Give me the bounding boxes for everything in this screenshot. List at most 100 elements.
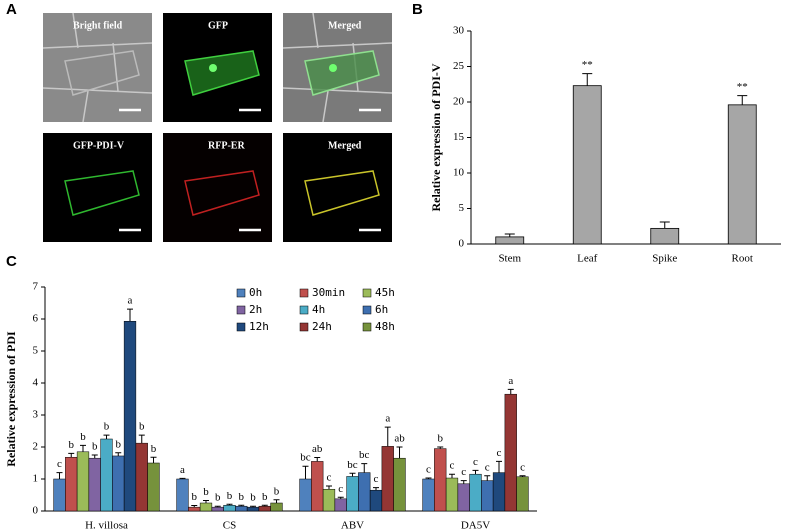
bar <box>235 505 248 512</box>
error-bar <box>519 475 526 477</box>
cell-walls <box>42 12 153 123</box>
legend-label: 0h <box>249 286 262 299</box>
bar <box>346 476 359 512</box>
significance-label: b <box>191 491 197 503</box>
significance-label: b <box>250 492 256 504</box>
x-tick-label: Stem <box>498 253 521 265</box>
x-tick-label: Leaf <box>577 253 597 265</box>
y-tick-label: 6 <box>33 313 39 325</box>
error-bar <box>373 487 380 491</box>
error-bar <box>425 477 432 479</box>
error-bar <box>472 469 479 475</box>
image-caption: Bright field <box>73 20 123 31</box>
legend-label: 4h <box>312 303 325 316</box>
legend-swatch <box>299 322 309 332</box>
error-bar <box>91 454 98 459</box>
error-bar <box>261 504 268 507</box>
legend-label: 30min <box>312 286 345 299</box>
image-caption: Merged <box>328 20 362 31</box>
x-tick-label: Root <box>732 253 753 265</box>
legend-swatch <box>236 305 246 315</box>
significance-label: c <box>450 460 455 472</box>
bar <box>381 446 394 512</box>
error-bar <box>79 444 86 452</box>
bar <box>211 506 224 512</box>
legend-swatch <box>299 305 309 315</box>
bar <box>112 455 125 512</box>
error-bar <box>103 434 110 439</box>
significance-label: b <box>116 438 122 450</box>
y-tick-label: 5 <box>33 345 39 357</box>
bar <box>481 480 494 512</box>
panel-label: B <box>412 1 423 18</box>
significance-label: b <box>151 443 157 455</box>
cell <box>64 50 140 96</box>
error-bar <box>238 504 245 507</box>
y-tick-label: 4 <box>33 377 39 389</box>
bar <box>469 473 482 512</box>
significance-label: ** <box>737 81 748 93</box>
significance-label: c <box>426 464 431 476</box>
error-bar <box>384 426 391 447</box>
bar <box>199 502 213 512</box>
error-bar <box>484 475 491 481</box>
bar <box>176 478 189 512</box>
y-tick-label: 1 <box>33 473 39 485</box>
y-tick-label: 3 <box>33 409 39 421</box>
cell <box>64 170 140 216</box>
micrograph <box>163 133 272 242</box>
significance-label: c <box>520 461 525 473</box>
y-axis-label: Relative expression of PDI-V <box>429 63 443 211</box>
significance-label: c <box>485 461 490 473</box>
y-tick-label: 5 <box>459 202 465 214</box>
y-tick-label: 0 <box>459 238 465 250</box>
significance-label: c <box>461 466 466 478</box>
legend-swatch <box>362 322 372 332</box>
bar <box>457 483 470 512</box>
error-bar <box>361 463 368 473</box>
micrograph <box>43 13 152 122</box>
error-bar <box>507 388 514 395</box>
significance-label: b <box>215 492 221 504</box>
error-bar <box>226 503 233 506</box>
significance-label: b <box>262 491 268 503</box>
significance-label: b <box>68 439 74 451</box>
image-caption: RFP-ER <box>208 140 245 151</box>
x-tick-label: ABV <box>341 520 364 532</box>
bar <box>516 476 529 512</box>
bar <box>188 506 201 512</box>
bar <box>88 457 101 512</box>
nucleus <box>209 64 217 72</box>
legend-label: 2h <box>249 303 262 316</box>
bar <box>246 506 260 512</box>
legend-swatch <box>362 305 372 315</box>
micrograph <box>43 133 152 242</box>
bar <box>135 442 148 512</box>
error-bar <box>314 457 321 462</box>
y-tick-label: 25 <box>453 60 465 72</box>
significance-label: b <box>80 431 86 443</box>
bar <box>492 472 506 512</box>
legend-swatch <box>362 288 372 298</box>
error-bar <box>250 505 257 508</box>
error-bar <box>349 472 356 477</box>
cell <box>184 170 260 216</box>
bar <box>445 477 459 512</box>
micrograph <box>283 133 392 242</box>
significance-label: a <box>180 464 185 476</box>
legend-label: 48h <box>375 320 395 333</box>
error-bar <box>179 477 186 479</box>
bar <box>727 104 757 245</box>
x-tick-label: CS <box>223 520 236 532</box>
significance-label: c <box>338 483 343 495</box>
bar <box>422 478 435 512</box>
bar <box>369 489 383 512</box>
legend-swatch <box>236 322 246 332</box>
cell <box>184 50 260 96</box>
error-bar <box>460 480 467 484</box>
x-tick-label: H. villosa <box>85 520 128 532</box>
bar <box>53 478 66 512</box>
error-bar <box>582 73 593 86</box>
y-tick-label: 0 <box>33 505 39 517</box>
